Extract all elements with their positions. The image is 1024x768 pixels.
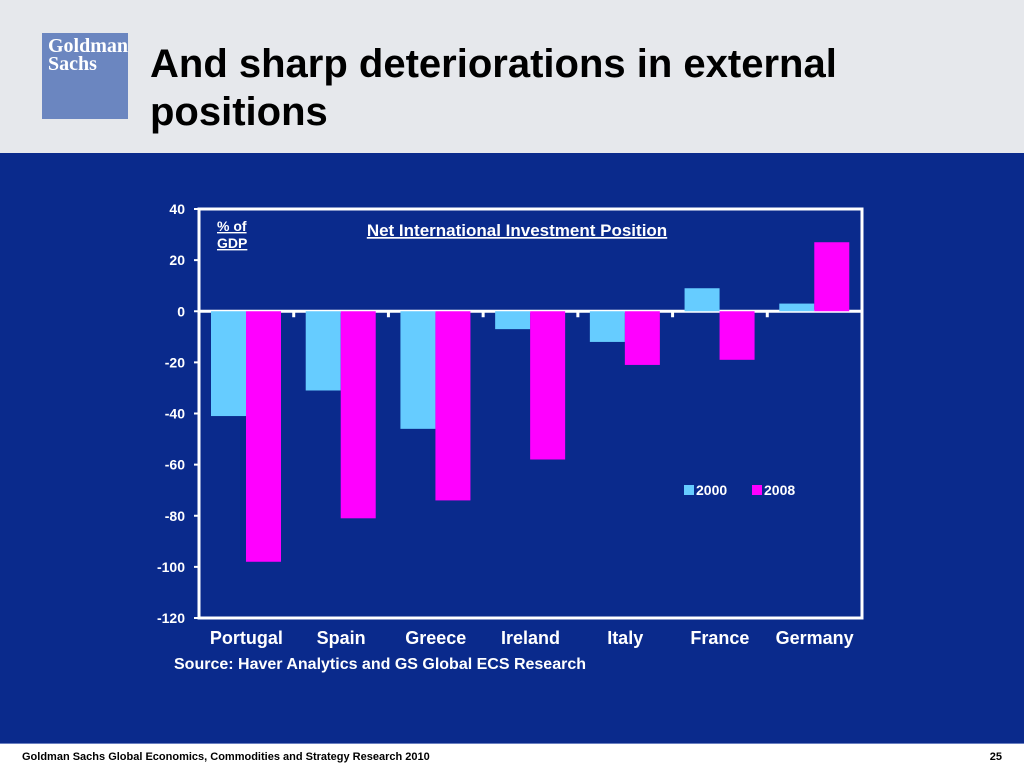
chart-plot-area: 40 20 0 -20 -40 -60 -80 -100 -120 Portugal Spain Gr… xyxy=(157,201,864,648)
y-tick-label: -100 xyxy=(157,559,185,575)
y-tick-label: 20 xyxy=(169,252,185,268)
bar-2008 xyxy=(340,311,376,519)
goldman-sachs-logo: Goldman Sachs xyxy=(42,33,128,119)
page-number: 25 xyxy=(989,751,1002,763)
y-tick-label: -60 xyxy=(165,457,185,473)
bar-2008 xyxy=(719,311,755,360)
bar-2000 xyxy=(589,311,625,342)
bar-2000 xyxy=(684,288,720,312)
bar-2000 xyxy=(400,311,436,429)
bar-2008 xyxy=(435,311,471,501)
chart-title: Net International Investment Position xyxy=(367,221,667,240)
logo-text: Goldman Sachs xyxy=(48,35,129,75)
bar-2000 xyxy=(779,303,815,312)
x-tick-label: Greece xyxy=(405,628,466,648)
y-tick-label: -120 xyxy=(157,610,185,626)
x-tick-label: France xyxy=(690,628,749,648)
bar-2008 xyxy=(624,311,660,365)
y-tick-label: 40 xyxy=(169,201,185,217)
x-tick-label: Portugal xyxy=(210,628,283,648)
y-tick-label: -20 xyxy=(165,354,185,370)
bar-2000 xyxy=(305,311,341,391)
source-note: Source: Haver Analytics and GS Global EC… xyxy=(174,656,586,673)
bar-2000 xyxy=(211,311,246,417)
x-tick-label: Spain xyxy=(317,628,366,648)
bar-2000 xyxy=(495,311,531,330)
legend-swatch-2008 xyxy=(752,485,762,495)
x-tick-label: Germany xyxy=(776,628,854,648)
legend-label-2000: 2000 xyxy=(696,482,727,498)
y-tick-label: -40 xyxy=(165,406,185,422)
y-tick-label: -80 xyxy=(165,508,185,524)
legend-swatch-2000 xyxy=(684,485,694,495)
bar-2008 xyxy=(814,242,850,312)
x-tick-label: Italy xyxy=(607,628,643,648)
footer: Goldman Sachs Global Economics, Commodit… xyxy=(0,744,1024,768)
legend-label-2008: 2008 xyxy=(764,482,795,498)
footer-divider xyxy=(0,743,1024,744)
slide-header: Goldman Sachs And sharp deteriorations i… xyxy=(0,0,1024,153)
y-tick-label: 0 xyxy=(177,303,185,319)
bar-2008 xyxy=(246,311,281,562)
bar-2008 xyxy=(530,311,566,460)
slide-title: And sharp deteriorations in external pos… xyxy=(150,42,837,134)
x-tick-label: Ireland xyxy=(501,628,560,648)
y-axis-label: % of GDP xyxy=(217,218,247,251)
footer-text: Goldman Sachs Global Economics, Commodit… xyxy=(22,751,430,763)
